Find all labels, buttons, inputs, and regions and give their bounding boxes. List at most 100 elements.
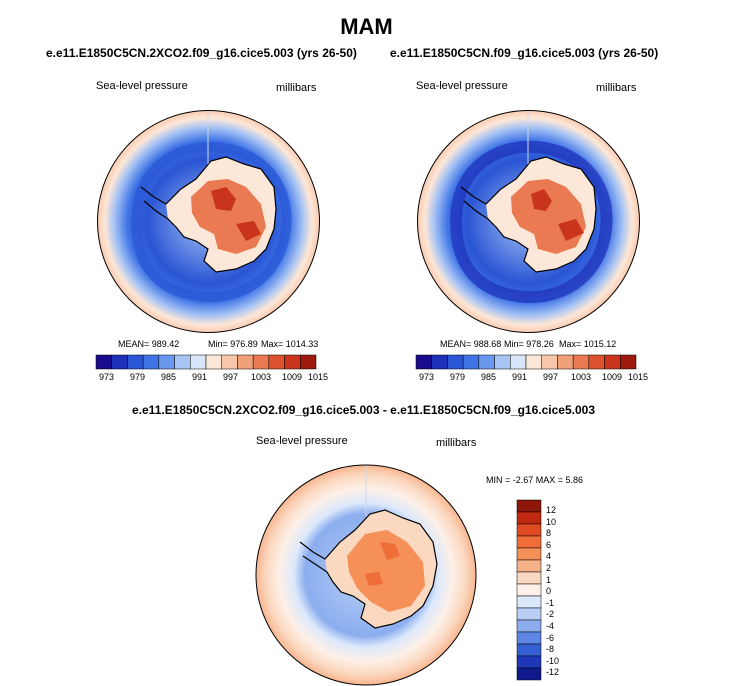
panel2-colorbar: [415, 354, 637, 370]
panel1-colorbar-label: 973: [99, 372, 115, 382]
panel1-stat-mean: MEAN= 989.42: [118, 339, 180, 349]
panel2-colorbar-swatch: [541, 354, 558, 370]
panel2-map-boundary: [417, 110, 640, 333]
diff-colorbar-swatch: [516, 619, 542, 633]
panel1-antarctica-coastline: [140, 156, 277, 273]
panel2-ring-dark: [449, 140, 613, 304]
diff-colorbar-label: -6: [546, 632, 555, 643]
diff-colorbar-label: -8: [546, 644, 555, 655]
panel2-polar-map: [417, 110, 640, 333]
diff-colorbar: [516, 499, 542, 681]
panel2-colorbar-swatch: [494, 354, 511, 370]
panel1-colorbar-swatch: [300, 354, 317, 370]
panel2-case-title: e.e11.E1850C5CN.f09_g16.cice5.003 (yrs 2…: [390, 46, 659, 60]
panel1-colorbar: [95, 354, 317, 370]
diff-positive-anomaly: [347, 530, 425, 612]
diff-colorbar-labels: 12 10 8 6 4 2 1 0 -1 -2 -4 -6 -8 -10 -12: [546, 505, 576, 678]
panel1-colorbar-swatch: [111, 354, 128, 370]
panel1-colorbar-swatch: [237, 354, 254, 370]
panel2-colorbar-swatch: [604, 354, 621, 370]
diff-colorbar-swatch: [516, 499, 542, 513]
diff-polar-map: [255, 464, 477, 686]
panel1-colorbar-label: 997: [223, 372, 239, 382]
panel1-colorbar-swatch: [221, 354, 238, 370]
diff-colorbar-label: -1: [546, 597, 555, 608]
diff-case-title: e.e11.E1850C5CN.2XCO2.f09_g16.cice5.003 …: [132, 403, 595, 417]
panel1-colorbar-swatch: [174, 354, 191, 370]
diff-colorbar-swatch: [516, 535, 542, 549]
panel1-colorbar-swatch: [127, 354, 144, 370]
panel1-colorbar-swatch: [158, 354, 175, 370]
diff-colorbar-label: -12: [546, 667, 560, 678]
diff-variable-label: Sea-level pressure: [256, 435, 348, 447]
panel2-colorbar-swatch: [557, 354, 574, 370]
panel1-colorbar-swatch: [252, 354, 270, 370]
diff-colorbar-label: 10: [546, 516, 557, 527]
diff-colorbar-swatch: [516, 511, 542, 525]
panel2-colorbar-label: 991: [512, 372, 528, 382]
diff-units-label: millibars: [436, 437, 477, 449]
panel1-colorbar-labels: 973 979 985 991 997 1003 1009 1015: [96, 372, 328, 384]
panel2-stat-min: Min= 978.26: [504, 339, 554, 349]
panel2-variable-label: Sea-level pressure: [416, 80, 508, 92]
panel2-colorbar-swatch: [431, 354, 448, 370]
diff-positive-anomaly-peak: [365, 542, 400, 586]
diff-colorbar-swatch: [516, 655, 542, 669]
panel2-stat-max: Max= 1015.12: [559, 339, 617, 349]
panel1-stat-max: Max= 1014.33: [261, 339, 319, 349]
panel2-antarctica-coastline: [460, 156, 597, 273]
panel2-colorbar-label: 973: [419, 372, 435, 382]
panel1-colorbar-swatch: [284, 354, 301, 370]
panel2-stat-mean: MEAN= 988.68: [440, 339, 502, 349]
diff-colorbar-swatch: [516, 643, 542, 657]
diff-colorbar-label: 2: [546, 563, 552, 573]
panel1-colorbar-label: 979: [130, 372, 146, 382]
diff-colorbar-label: 0: [546, 586, 552, 597]
diff-colorbar-swatch: [516, 595, 542, 609]
panel2-high-pressure-peak: [531, 189, 584, 241]
panel2-colorbar-label: 1003: [571, 372, 592, 382]
panel1-ring-dark: [130, 141, 292, 303]
panel2-colorbar-label: 979: [450, 372, 466, 382]
panel1-colorbar-label: 985: [161, 372, 177, 382]
panel1-case-title: e.e11.E1850C5CN.2XCO2.f09_g16.cice5.003 …: [46, 46, 357, 60]
diff-colorbar-label: 4: [546, 551, 552, 562]
panel1-units-label: millibars: [276, 82, 317, 94]
diff-colorbar-label: 1: [546, 574, 552, 585]
panel2-colorbar-swatch: [525, 354, 542, 370]
panel1-colorbar-swatch: [268, 354, 285, 370]
panel1-colorbar-label: 1003: [251, 372, 272, 382]
panel1-variable-label: Sea-level pressure: [96, 80, 188, 92]
diff-colorbar-label: 12: [546, 505, 557, 515]
panel2-colorbar-swatch: [462, 354, 480, 370]
diff-colorbar-swatch: [516, 631, 542, 645]
page-title: MAM: [340, 14, 393, 39]
diff-colorbar-swatch: [516, 523, 542, 537]
diff-colorbar-swatch: [516, 583, 542, 597]
diff-colorbar-swatch: [516, 667, 542, 681]
diff-colorbar-swatch: [516, 607, 542, 621]
panel1-colorbar-swatch: [95, 354, 112, 370]
panel2-colorbar-swatch: [415, 354, 432, 370]
panel2-colorbar-label: 1015: [628, 372, 649, 382]
diff-minmax-stats: MIN = -2.67 MAX = 5.86: [486, 475, 584, 485]
diff-antarctica-coastline: [299, 509, 438, 629]
panel2-colorbar-swatch: [510, 354, 527, 370]
diff-colorbar-label: 8: [546, 528, 552, 539]
panel1-polar-map: [97, 110, 320, 333]
panel1-colorbar-swatch: [190, 354, 207, 370]
diff-colorbar-swatch: [516, 559, 542, 573]
diff-map-boundary: [255, 464, 477, 686]
diff-colorbar-swatch: [516, 547, 542, 561]
panel2-colorbar-label: 1009: [602, 372, 623, 382]
panel1-colorbar-label: 1015: [308, 372, 329, 382]
panel1-colorbar-label: 991: [192, 372, 208, 382]
panel1-colorbar-swatch: [205, 354, 222, 370]
diff-colorbar-label: -2: [546, 609, 555, 620]
panel2-colorbar-label: 997: [543, 372, 559, 382]
diff-colorbar-swatch: [516, 571, 542, 585]
panel2-colorbar-labels: 973 979 985 991 997 1003 1009 1015: [416, 372, 648, 384]
panel2-colorbar-swatch: [572, 354, 590, 370]
panel1-colorbar-swatch: [142, 354, 160, 370]
panel2-colorbar-swatch: [478, 354, 495, 370]
